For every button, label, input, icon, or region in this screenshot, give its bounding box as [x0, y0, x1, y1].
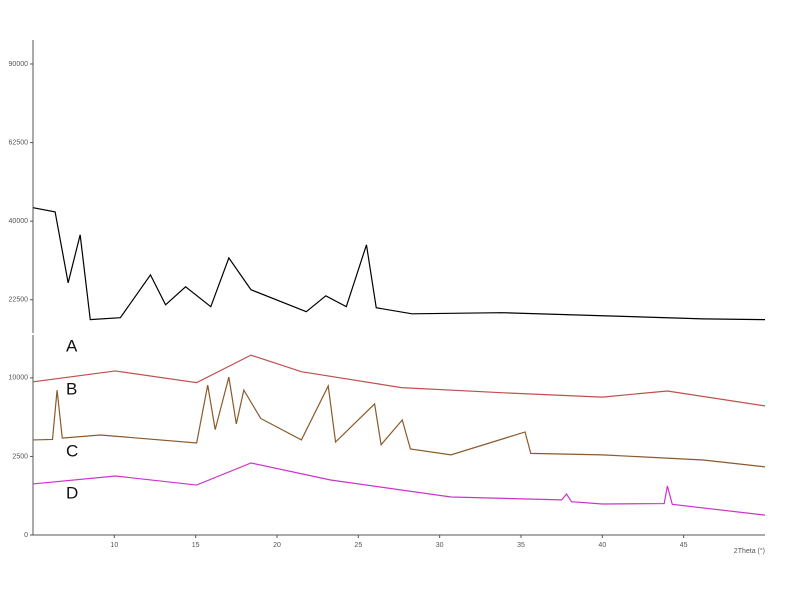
y-tick-label: 40000: [9, 218, 29, 225]
x-tick-label: 40: [598, 542, 606, 549]
y-tick-label: 90000: [9, 61, 29, 68]
data-line: [32, 354, 766, 407]
data-line: [32, 462, 766, 516]
y-tick-label: 2500: [12, 453, 28, 460]
x-tick-label: 20: [273, 542, 281, 549]
annotation: D: [66, 483, 78, 502]
y-tick-label: 10000: [9, 375, 29, 382]
x-tick-label: 45: [680, 542, 688, 549]
x-tick-label: 25: [354, 542, 362, 549]
annotation: C: [66, 441, 78, 460]
y-tick-label: 22500: [9, 297, 29, 304]
data-line: [32, 376, 766, 468]
x-axis-label: 2Theta (°): [734, 547, 765, 555]
y-tick-label: 0: [24, 532, 28, 539]
x-tick-label: 15: [192, 542, 200, 549]
y-tick-label: 62500: [9, 139, 29, 146]
x-tick-label: 10: [110, 542, 118, 549]
annotation: A: [66, 336, 78, 355]
data-line: [32, 207, 766, 321]
annotation: B: [66, 379, 77, 398]
x-tick-label: 30: [436, 542, 444, 549]
x-tick-label: 35: [517, 542, 525, 549]
